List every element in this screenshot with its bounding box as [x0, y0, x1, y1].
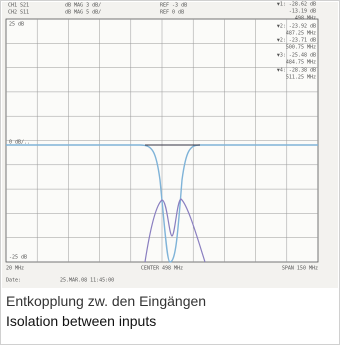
marker-readout: 484.75 MHz — [286, 60, 316, 66]
marker-readout: 498 MHz — [295, 16, 316, 22]
marker-readout: 511.25 MHz — [286, 75, 316, 81]
ch2-format: dB MAG 5 dB/ — [65, 10, 101, 16]
s11-trace — [6, 144, 318, 263]
date-label: Date: — [6, 278, 21, 284]
marker-readout: 487.25 MHz — [286, 31, 316, 37]
marker-readout: ▼2: -23.92 dB — [277, 24, 316, 30]
start: 20 MHz — [6, 266, 24, 272]
date: 25.MAR.08 11:45:00 — [60, 278, 114, 284]
s21-trace — [144, 198, 206, 263]
scale-bottom: -25 dB — [9, 255, 27, 261]
caption-en: Isolation between inputs — [6, 313, 157, 329]
marker-readout: ▼2: -23.71 dB — [277, 38, 316, 44]
marker-readout: 500.75 MHz — [286, 45, 316, 51]
caption-de: Entkopplung zw. den Eingängen — [6, 293, 207, 309]
ch1: CH1 S21 — [8, 3, 29, 9]
ch1-format: dB MAG 3 dB/ — [65, 3, 101, 9]
marker-readout: ▼1: -28.62 dB — [277, 2, 316, 8]
ch2-ref: REF 0 dB — [160, 10, 184, 16]
ch1-ref: REF -3 dB — [160, 3, 187, 9]
center: CENTER 498 MHz — [141, 266, 183, 272]
span: SPAN 150 MHz — [282, 266, 318, 272]
scale-top: 25 dB — [9, 22, 24, 28]
ch2: CH2 S11 — [8, 10, 29, 16]
marker-readout: -13.19 dB — [289, 9, 316, 15]
marker-readout: ▼4: -28.38 dB — [277, 68, 316, 74]
scale-mid: 0 dB/.. — [9, 140, 30, 146]
marker-readout: ▼3: -25.48 dB — [277, 53, 316, 59]
